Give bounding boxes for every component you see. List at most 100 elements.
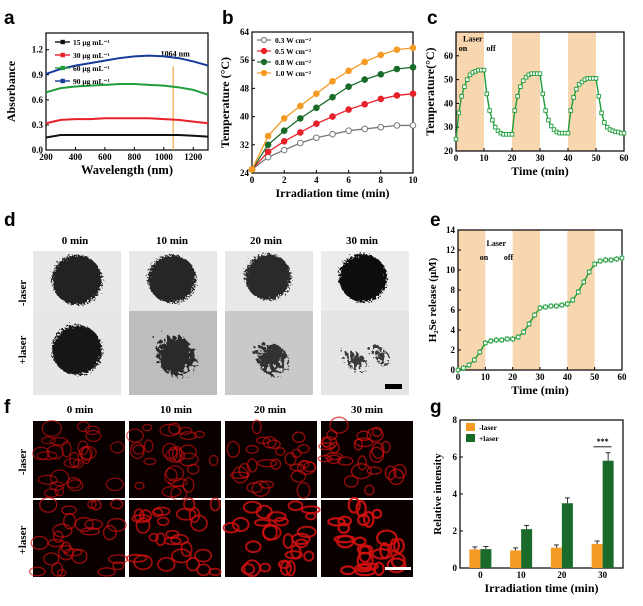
cell-outline — [135, 517, 151, 534]
y-tick-label: 0.0 — [32, 145, 44, 155]
series-line-0 — [45, 133, 209, 139]
cell-outline — [251, 480, 270, 497]
data-point — [377, 71, 385, 78]
data-point — [393, 92, 401, 99]
data-point — [593, 76, 599, 81]
data-point — [462, 84, 467, 89]
cell-outline — [376, 529, 398, 547]
data-point — [597, 258, 603, 264]
cell-outline — [291, 448, 302, 459]
cell-outline — [165, 448, 186, 463]
legend-label: 0.5 W cm⁻² — [275, 47, 312, 56]
data-point — [477, 349, 483, 355]
legend-label: -laser — [479, 423, 498, 432]
data-point — [393, 46, 401, 53]
panel-label-a: a — [4, 8, 15, 29]
cell-outline — [222, 522, 240, 534]
x-tick-label: 60 — [618, 372, 628, 382]
plot-frame — [251, 31, 414, 174]
bar — [591, 543, 603, 568]
legend-swatch — [466, 423, 475, 431]
data-point — [329, 130, 336, 138]
cell-outline — [90, 499, 102, 511]
y-tick-label: 20 — [444, 146, 454, 156]
data-point — [543, 304, 548, 310]
data-point — [546, 117, 551, 123]
x-tick-label: 60 — [620, 153, 630, 163]
cell-outline — [232, 466, 249, 484]
y-tick-label: 24 — [240, 168, 250, 178]
data-point — [484, 91, 490, 97]
cell-outline — [297, 443, 310, 454]
x-tick-label: 30 — [598, 570, 608, 580]
x-tick-label: 200 — [39, 152, 53, 162]
cell-outline — [37, 474, 58, 485]
data-point — [409, 63, 417, 71]
x-tick-label: 40 — [564, 153, 574, 163]
x-tick-label: 30 — [536, 372, 546, 382]
data-point — [297, 102, 304, 110]
x-tick-label: 6 — [346, 175, 351, 185]
y-tick-label: 10 — [446, 265, 456, 275]
cell-outline — [291, 431, 306, 444]
f-row-plus-laser: +laser — [17, 525, 29, 554]
cell-outline — [366, 466, 382, 475]
cell-outline — [159, 423, 181, 437]
cell-outline — [143, 457, 157, 466]
data-point — [592, 261, 597, 267]
data-point — [313, 134, 320, 142]
cell-outline — [296, 482, 311, 499]
legend-marker — [60, 65, 65, 71]
cell-outline — [327, 517, 346, 527]
y-tick-label: 0.3 — [32, 120, 44, 130]
cell-outline — [353, 438, 364, 451]
panel-label-d: d — [4, 210, 16, 231]
cell-outline — [162, 442, 178, 460]
cell-outline — [255, 436, 271, 445]
data-point — [515, 334, 521, 340]
cell-outline — [126, 428, 144, 443]
d-header-10: 10 min — [156, 235, 188, 247]
cell-outline — [273, 516, 289, 527]
f-header-20: 20 min — [254, 404, 286, 416]
chart-relative-intensity: 0 2 4 6 8 0 10 20 30 *** -laser +laser Irradiation t… — [432, 415, 624, 595]
y-tick-label: 2 — [451, 345, 456, 355]
data-point — [345, 83, 352, 90]
data-point — [393, 65, 401, 73]
data-point — [467, 72, 473, 78]
data-point — [264, 153, 272, 161]
cell-outline — [262, 523, 278, 542]
data-point — [515, 94, 520, 99]
data-point — [456, 110, 462, 116]
data-point — [361, 125, 369, 133]
cell-outline — [337, 456, 354, 466]
x-tick-label: 600 — [98, 152, 112, 162]
y-tick-label: 0.6 — [32, 95, 44, 105]
cell-outline — [245, 444, 259, 454]
data-point — [472, 357, 477, 363]
data-point — [483, 340, 488, 346]
x-tick-label: 0 — [456, 372, 461, 382]
legend-label: 0.8 W cm⁻² — [275, 58, 312, 67]
cell-outline — [353, 536, 367, 547]
cell-outline — [354, 563, 373, 573]
y-tick-label: 1.2 — [32, 45, 44, 55]
f-header-0: 0 min — [67, 404, 94, 416]
cell-outline — [178, 444, 197, 460]
scale-bar — [385, 384, 402, 389]
cell-outline — [253, 518, 271, 527]
data-point — [537, 71, 543, 76]
cell-outline — [357, 513, 371, 527]
data-point — [329, 93, 336, 101]
cell-outline — [53, 530, 64, 543]
x-axis-label: Irradiation time (min) — [276, 186, 390, 200]
cell-outline — [54, 485, 65, 497]
x-tick-label: 10 — [517, 570, 527, 580]
y-tick-label: 50 — [444, 75, 454, 85]
cell-outline — [386, 557, 407, 574]
cell-outline — [112, 561, 125, 571]
cell-outline — [229, 471, 250, 480]
cell-outline — [157, 556, 176, 572]
legend-marker — [60, 52, 65, 58]
